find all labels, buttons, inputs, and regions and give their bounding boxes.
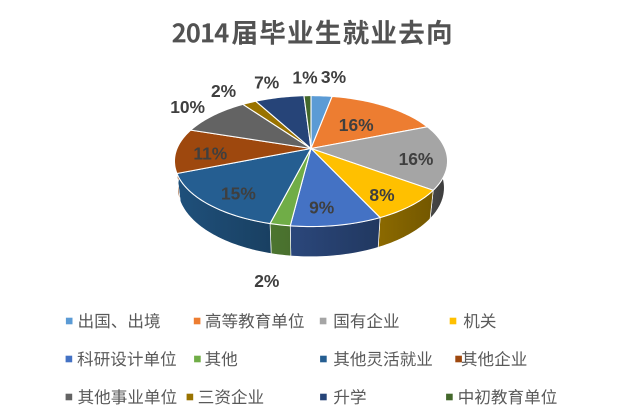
svg-text:2%: 2% bbox=[211, 81, 236, 101]
svg-text:7%: 7% bbox=[254, 73, 279, 93]
svg-text:16%: 16% bbox=[399, 149, 434, 169]
svg-text:1%: 1% bbox=[292, 67, 317, 87]
svg-text:11%: 11% bbox=[193, 143, 227, 163]
svg-text:15%: 15% bbox=[221, 184, 256, 204]
svg-text:3%: 3% bbox=[321, 67, 346, 87]
svg-text:2%: 2% bbox=[254, 271, 279, 291]
svg-text:16%: 16% bbox=[339, 115, 374, 135]
svg-text:10%: 10% bbox=[170, 97, 205, 117]
svg-text:8%: 8% bbox=[369, 185, 394, 205]
svg-text:9%: 9% bbox=[309, 197, 334, 217]
